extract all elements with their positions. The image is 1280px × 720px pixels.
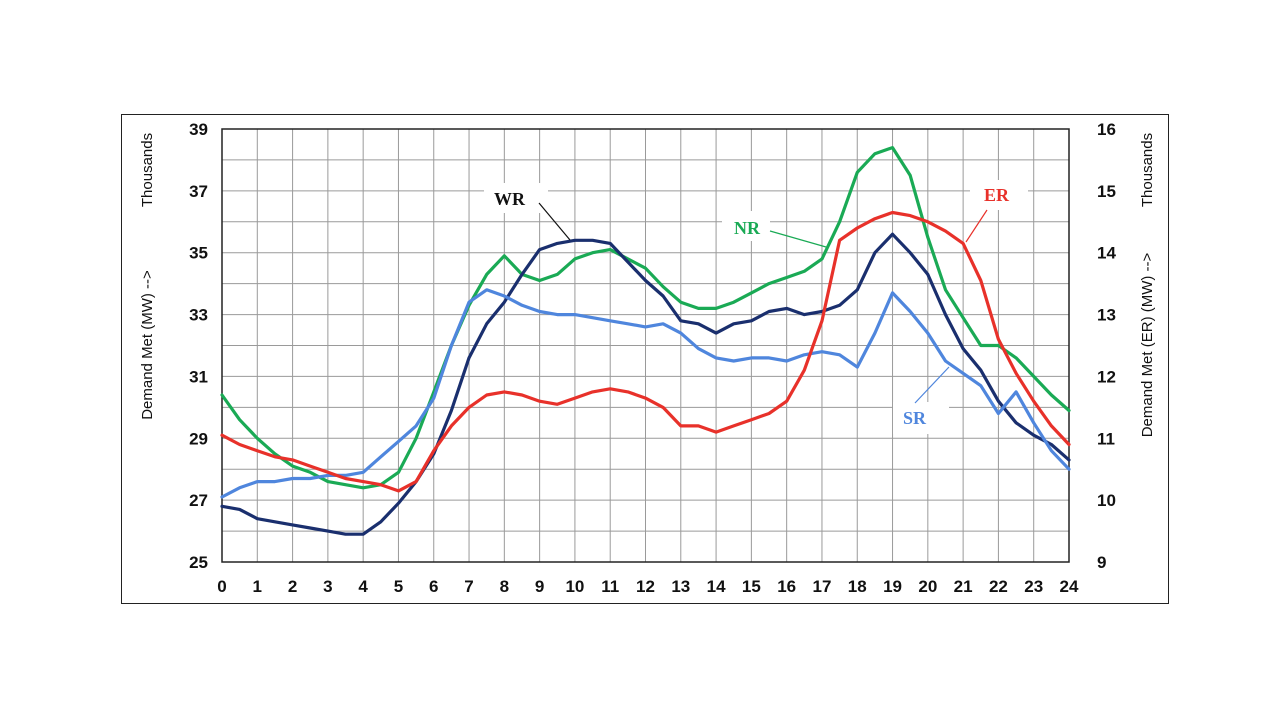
x-tick-label-18: 18 <box>848 577 867 596</box>
right-tick-label-14: 14 <box>1097 244 1116 263</box>
wr-callout-bg <box>484 183 548 213</box>
plot-border <box>221 128 1070 563</box>
x-tick-label-19: 19 <box>883 577 902 596</box>
right-axis-ticks: 9 10 11 12 13 14 15 16 <box>1097 120 1116 572</box>
x-tick-label-6: 6 <box>429 577 438 596</box>
x-tick-label-11: 11 <box>601 577 619 596</box>
right-axis-units: Thousands <box>1139 133 1156 207</box>
right-tick-label-9: 9 <box>1097 553 1106 572</box>
x-tick-label-1: 1 <box>253 577 262 596</box>
right-tick-label-15: 15 <box>1097 182 1116 201</box>
series-line-sr <box>220 288 1071 499</box>
right-tick-label-10: 10 <box>1097 491 1116 510</box>
x-tick-label-8: 8 <box>500 577 509 596</box>
series-line-wr <box>220 232 1071 536</box>
left-tick-label-39: 39 <box>189 120 208 139</box>
sr-callout-bg <box>893 402 949 434</box>
right-axis-label: Demand Met (ER) (MW) --> <box>1139 252 1156 437</box>
wr-callout-label: WR <box>494 189 526 209</box>
left-tick-label-25: 25 <box>189 553 208 572</box>
er-callout-label: ER <box>984 185 1010 205</box>
left-axis-ticks: 25 27 29 31 33 35 37 39 <box>189 120 208 572</box>
left-tick-label-27: 27 <box>189 491 208 510</box>
left-tick-label-29: 29 <box>189 429 208 448</box>
wr-callout-arrow <box>538 202 571 241</box>
series-line-nr <box>220 146 1071 490</box>
x-tick-label-9: 9 <box>535 577 544 596</box>
er-callout-bg <box>970 180 1028 210</box>
left-axis-label: Demand Met (MW) --> <box>139 270 156 420</box>
nr-callout-label: NR <box>734 218 761 238</box>
x-tick-label-21: 21 <box>954 577 973 596</box>
x-tick-label-12: 12 <box>636 577 655 596</box>
series-lines <box>220 146 1071 536</box>
right-tick-label-16: 16 <box>1097 120 1116 139</box>
right-tick-label-13: 13 <box>1097 306 1116 325</box>
grid-lines <box>221 128 1070 563</box>
left-axis-units: Thousands <box>139 133 156 207</box>
left-tick-label-33: 33 <box>189 306 208 325</box>
x-axis-ticks: 0 1 2 3 4 5 6 7 8 9 10 11 12 13 14 15 16 17 18 19 20 21 22 23 24 <box>217 577 1079 596</box>
left-tick-label-37: 37 <box>189 182 208 201</box>
er-callout-arrow <box>965 209 988 243</box>
x-tick-label-23: 23 <box>1024 577 1043 596</box>
sr-callout-arrow <box>914 366 950 404</box>
nr-callout-arrow <box>769 230 827 248</box>
left-tick-label-35: 35 <box>189 244 208 263</box>
right-tick-label-12: 12 <box>1097 367 1116 386</box>
x-tick-label-17: 17 <box>812 577 831 596</box>
x-tick-label-7: 7 <box>464 577 473 596</box>
x-tick-label-10: 10 <box>565 577 584 596</box>
x-tick-label-20: 20 <box>918 577 937 596</box>
x-tick-label-24: 24 <box>1060 577 1079 596</box>
x-tick-label-16: 16 <box>777 577 796 596</box>
x-tick-label-22: 22 <box>989 577 1008 596</box>
x-tick-label-4: 4 <box>358 577 368 596</box>
x-tick-label-13: 13 <box>671 577 690 596</box>
x-tick-label-14: 14 <box>707 577 726 596</box>
x-tick-label-0: 0 <box>217 577 226 596</box>
x-tick-label-5: 5 <box>394 577 403 596</box>
x-tick-label-3: 3 <box>323 577 332 596</box>
left-tick-label-31: 31 <box>189 367 208 386</box>
x-tick-label-15: 15 <box>742 577 761 596</box>
x-tick-label-2: 2 <box>288 577 297 596</box>
series-line-er <box>220 210 1071 493</box>
right-tick-label-11: 11 <box>1097 429 1115 448</box>
plot-area-border <box>221 128 1070 563</box>
sr-callout-label: SR <box>903 408 927 428</box>
nr-callout-bg <box>722 211 770 241</box>
